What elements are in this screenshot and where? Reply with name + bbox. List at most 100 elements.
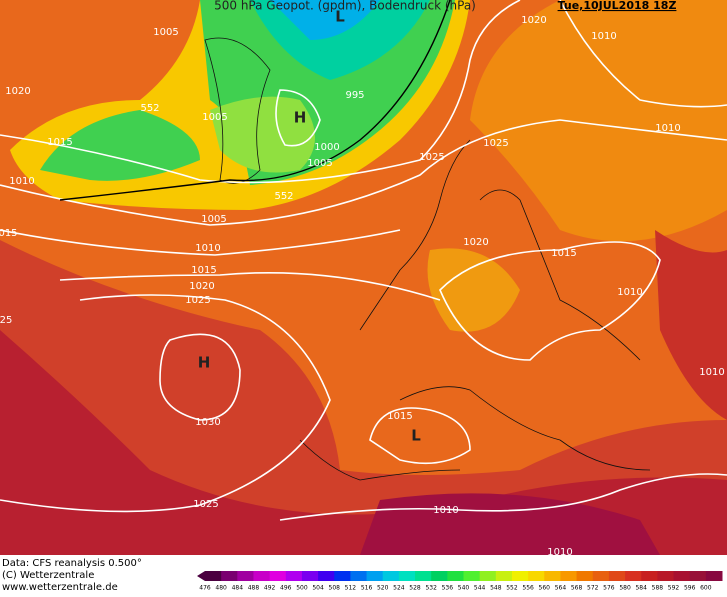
isobar-label: 1005	[307, 158, 332, 169]
color-level-label: 516	[361, 585, 373, 592]
data-source: Data: CFS reanalysis 0.500°	[2, 558, 142, 569]
color-swatch	[431, 571, 448, 581]
isobar	[0, 294, 331, 513]
color-level-label: 484	[232, 585, 244, 592]
isobar	[279, 473, 727, 521]
isobar-label: 1015	[191, 265, 216, 276]
color-swatch	[608, 571, 626, 581]
color-swatch	[398, 571, 416, 581]
color-level-label: 488	[248, 585, 260, 592]
color-swatch	[560, 571, 578, 581]
color-swatch	[253, 571, 271, 581]
coastline	[204, 37, 651, 481]
color-swatch	[415, 571, 432, 581]
isobar-label: 1010	[433, 505, 458, 516]
isobar-label: 1015	[387, 411, 412, 422]
color-swatch	[285, 571, 303, 581]
color-level-label: 596	[684, 585, 696, 592]
isobar	[0, 0, 521, 184]
color-level-label: 480	[215, 585, 227, 592]
color-level-label: 564	[555, 585, 567, 592]
isobar-label: 552	[274, 191, 293, 202]
isobar-label: 1005	[153, 27, 178, 38]
isobar-label: 1025	[483, 138, 508, 149]
color-level-label: 568	[571, 585, 583, 592]
color-level-label: 580	[619, 585, 631, 592]
color-swatch	[269, 571, 287, 581]
hot-area	[0, 240, 727, 555]
color-level-label: 536	[442, 585, 454, 592]
isobar-label: 1010	[9, 176, 34, 187]
color-level-label: 524	[393, 585, 405, 592]
color-swatch	[528, 571, 545, 581]
isobar	[159, 333, 241, 421]
color-level-label: 576	[603, 585, 615, 592]
isobar	[439, 241, 661, 361]
copyright: (C) Wetterzentrale	[2, 570, 94, 581]
color-swatch	[318, 571, 335, 581]
color-swatch	[495, 571, 513, 581]
color-legend-arrow	[197, 571, 205, 581]
isobar	[0, 229, 401, 256]
isobar-label: 1025	[419, 152, 444, 163]
color-swatch	[463, 571, 481, 581]
color-swatch	[641, 571, 658, 581]
website: www.wetterzentrale.de	[2, 582, 118, 593]
isobar-label: 1015	[551, 248, 576, 259]
color-level-label: 512	[345, 585, 357, 592]
isobar-label: 1010	[195, 243, 220, 254]
isobar	[559, 0, 727, 108]
color-swatch	[334, 571, 351, 581]
pressure-center: L	[335, 8, 345, 26]
isobar-label: 1020	[189, 281, 214, 292]
isobar-label: 1010	[547, 547, 572, 558]
isobar-label: 1030	[195, 417, 220, 428]
isobar	[275, 89, 321, 147]
map	[0, 0, 727, 555]
isobar-label: 995	[345, 90, 364, 101]
color-swatch	[625, 571, 642, 581]
color-swatch	[366, 571, 384, 581]
color-swatch	[592, 571, 610, 581]
isobar-label: 1020	[463, 237, 488, 248]
geopotential-contour	[59, 0, 451, 201]
isobar-label: 1025	[185, 295, 210, 306]
color-level-label: 500	[296, 585, 308, 592]
color-swatch	[205, 571, 222, 581]
color-level-label: 552	[506, 585, 518, 592]
color-legend: 476 480 484 488 492 496 500 504 508 512 516 520 524 5…	[197, 571, 723, 592]
color-level-label: 476	[199, 585, 211, 592]
isobar	[369, 407, 471, 465]
isobar-label: 015	[0, 228, 18, 239]
color-level-label: 496	[280, 585, 292, 592]
isobar-label: 1010	[617, 287, 642, 298]
isobar-label: 1005	[202, 112, 227, 123]
light-green-area	[210, 96, 315, 173]
color-swatch	[221, 571, 238, 581]
color-level-label: 520	[377, 585, 389, 592]
color-level-label: 528	[409, 585, 421, 592]
isobar-label: 1005	[201, 214, 226, 225]
isobar-label: 552	[140, 103, 159, 114]
isobar-label: 1000	[314, 142, 339, 153]
pressure-center: L	[411, 427, 421, 445]
color-swatch	[673, 571, 691, 581]
color-level-label: 508	[329, 585, 341, 592]
blue-area	[270, 0, 380, 40]
color-swatch	[350, 571, 368, 581]
color-level-label: 504	[312, 585, 324, 592]
color-swatch	[657, 571, 675, 581]
color-swatch	[382, 571, 400, 581]
color-level-label: 532	[425, 585, 437, 592]
green-area	[40, 110, 200, 181]
color-swatch	[576, 571, 594, 581]
color-level-label: 548	[490, 585, 502, 592]
isobar-label: 1015	[47, 137, 72, 148]
color-level-label: 600	[700, 585, 712, 592]
color-level-label: 572	[587, 585, 599, 592]
isobar	[59, 272, 441, 301]
isobar-label: 1010	[591, 31, 616, 42]
color-level-label: 556	[522, 585, 534, 592]
hot-area	[655, 230, 727, 420]
